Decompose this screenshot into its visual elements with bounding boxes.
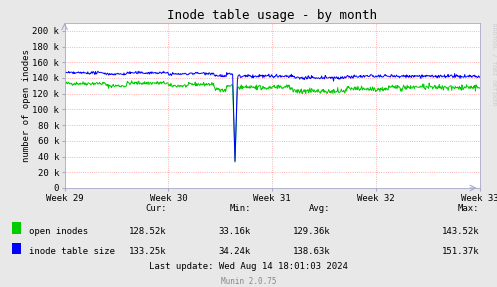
Title: Inode table usage - by month: Inode table usage - by month [167,9,377,22]
Text: 133.25k: 133.25k [129,247,166,256]
Text: 129.36k: 129.36k [293,226,331,236]
Text: 138.63k: 138.63k [293,247,331,256]
Text: RRDTOOL / TOBI OETIKER: RRDTOOL / TOBI OETIKER [491,23,496,105]
Text: Min:: Min: [230,204,251,213]
Text: inode table size: inode table size [29,247,115,256]
Text: 151.37k: 151.37k [442,247,480,256]
Text: 33.16k: 33.16k [219,226,251,236]
Text: Cur:: Cur: [145,204,166,213]
Text: 143.52k: 143.52k [442,226,480,236]
Text: Avg:: Avg: [309,204,331,213]
Text: Last update: Wed Aug 14 18:01:03 2024: Last update: Wed Aug 14 18:01:03 2024 [149,262,348,271]
Text: 34.24k: 34.24k [219,247,251,256]
Text: 128.52k: 128.52k [129,226,166,236]
Y-axis label: number of open inodes: number of open inodes [22,49,31,162]
Text: Munin 2.0.75: Munin 2.0.75 [221,277,276,286]
Text: open inodes: open inodes [29,226,88,236]
Text: Max:: Max: [458,204,480,213]
